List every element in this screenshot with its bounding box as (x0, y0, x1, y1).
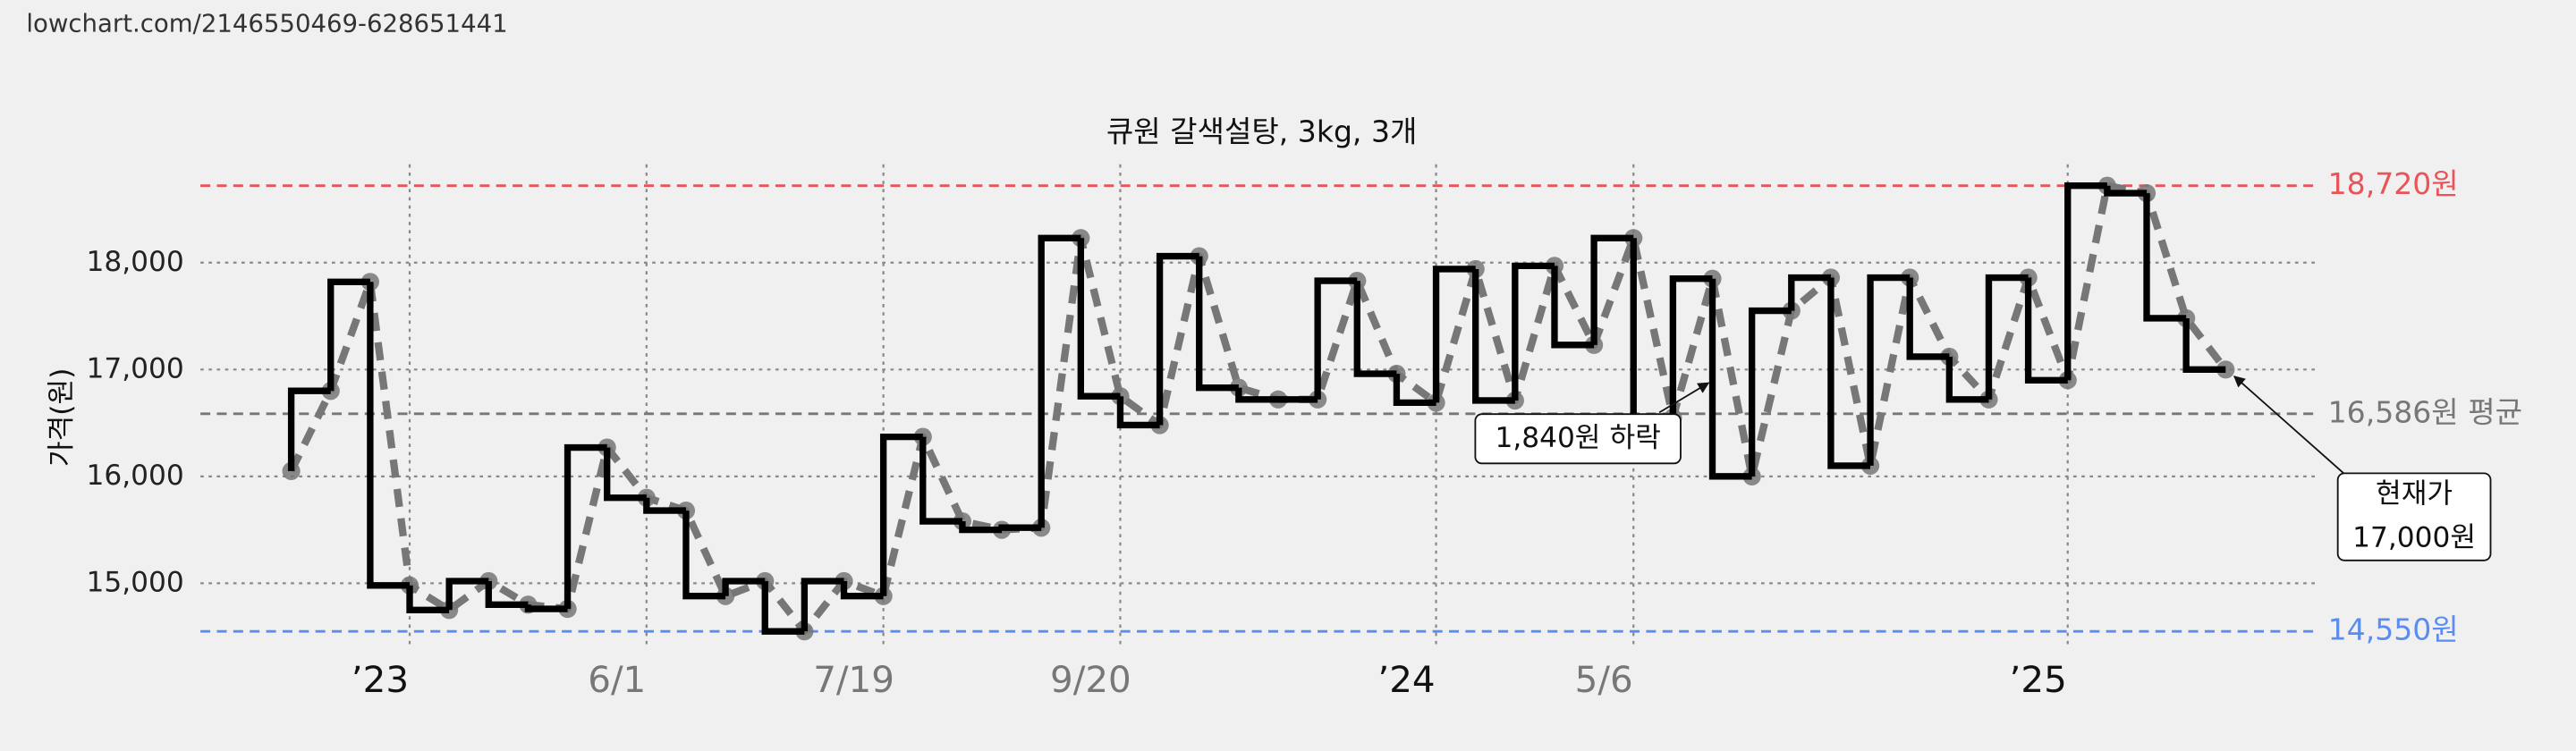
annotation-arrow (2233, 376, 2351, 479)
step-segment (998, 524, 1042, 531)
step-segment (327, 278, 370, 392)
step-segment (1116, 396, 1160, 429)
step-segment (2104, 185, 2148, 197)
step-segment (840, 580, 884, 600)
step-segment (1985, 274, 2029, 400)
step-segment (761, 580, 805, 635)
url: lowchart.com/2146550469-628651441 (26, 10, 507, 38)
step-segment (1432, 266, 1476, 403)
step-segment (2024, 277, 2068, 384)
annotation-arrow (1658, 382, 1710, 414)
step-segment (445, 578, 489, 611)
step-segment (879, 433, 923, 596)
step-segment (1472, 268, 1515, 404)
step-segment (1867, 274, 1911, 466)
step-segment (1708, 278, 1752, 480)
step-segment (1827, 277, 1871, 469)
y-tick-label: 15,000 (87, 566, 184, 598)
step-segment (1038, 234, 1081, 528)
step-segment (1077, 238, 1121, 400)
step-segment (564, 443, 607, 610)
step-segment (1788, 274, 1831, 311)
reference-label: 18,720원 (2328, 166, 2459, 201)
step-segment (1551, 266, 1595, 349)
reference-label: 16,586원 평균 (2328, 394, 2522, 429)
step-segment (1156, 252, 1199, 426)
x-tick-label: ’24 (1377, 658, 1435, 701)
x-tick-label: 5/6 (1575, 658, 1633, 701)
step-segment (1393, 374, 1436, 407)
annotation-text: 17,000원 (2352, 521, 2476, 553)
step-segment (722, 578, 766, 596)
step-segment (1353, 281, 1397, 377)
step-segment (524, 604, 568, 612)
step-segment (2064, 182, 2107, 381)
step-segment (1235, 387, 1279, 403)
x-tick-label: 6/1 (588, 658, 646, 701)
step-segment (1590, 234, 1634, 345)
step-segment (801, 578, 844, 632)
annotation-text: 1,840원 하락 (1495, 422, 1660, 454)
annotation-box (2336, 472, 2492, 561)
step-segment (2182, 317, 2226, 373)
step-segment (1945, 356, 1989, 403)
trend-line (287, 181, 2229, 636)
step-segment (604, 447, 647, 502)
step-segment (406, 585, 450, 613)
step-segment (1314, 277, 1358, 400)
chart-title: 큐원 갈색설탕, 3kg, 3개 (1106, 114, 1418, 148)
step-segment (919, 436, 962, 525)
step-segment (485, 580, 529, 608)
step-segment (959, 521, 1003, 534)
step-segment (1748, 307, 1792, 477)
x-tick-label: 7/19 (813, 658, 894, 701)
step-segment (1669, 275, 1713, 418)
y-tick-label: 17,000 (87, 352, 184, 384)
step-segment (682, 511, 726, 600)
step-segment (1906, 277, 1950, 360)
step-segment (1196, 256, 1239, 392)
step-segment (643, 497, 686, 514)
reference-label: 14,550원 (2328, 612, 2459, 647)
x-tick-label: ’23 (352, 658, 409, 701)
y-tick-label: 18,000 (87, 246, 184, 278)
step-segment (287, 387, 331, 471)
y-axis-label: 가격(원) (46, 368, 78, 468)
annotation-text: 현재가 (2376, 478, 2453, 511)
step-segment (1512, 262, 1555, 401)
x-tick-label: 9/20 (1050, 658, 1131, 701)
step-segment (2143, 193, 2187, 322)
x-tick-label: ’25 (2010, 658, 2067, 701)
annotation-box (1474, 413, 1682, 465)
step-segment (367, 282, 411, 589)
y-tick-label: 16,000 (87, 460, 184, 492)
